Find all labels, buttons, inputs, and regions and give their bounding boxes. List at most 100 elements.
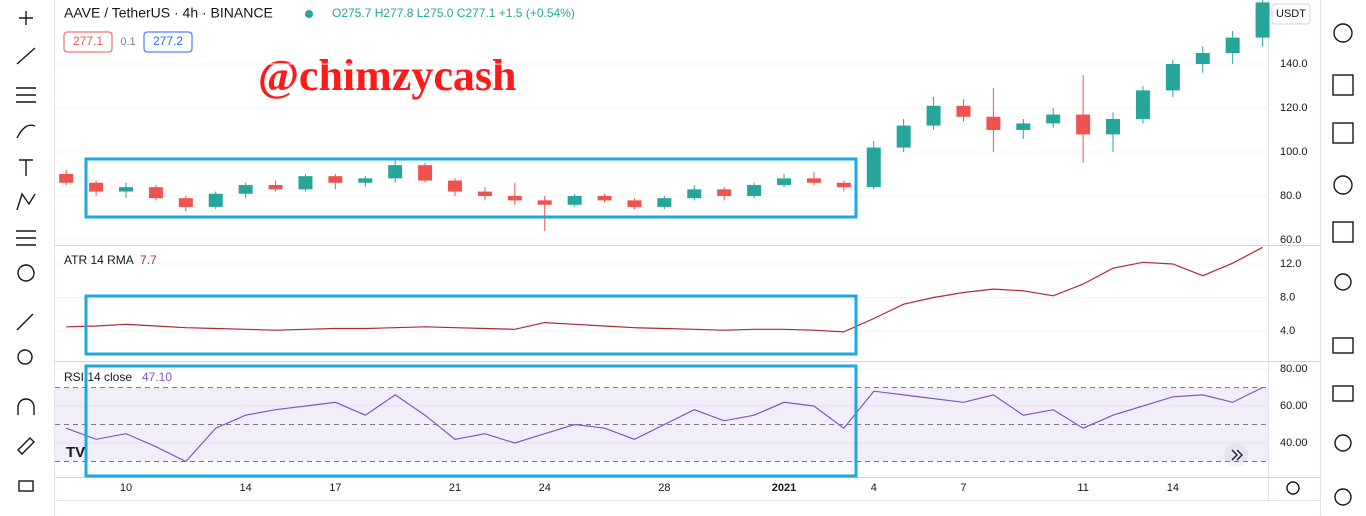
candle-body xyxy=(1225,37,1240,54)
buy-box[interactable] xyxy=(143,31,193,53)
y-tick-label: 140.0 xyxy=(1280,58,1308,70)
candle-body xyxy=(1016,123,1031,130)
watermark: @chimzycash xyxy=(258,51,516,100)
x-tick-label: 2021 xyxy=(772,482,796,494)
lock-draw-tool[interactable] xyxy=(17,437,35,455)
currency: USDT xyxy=(1276,8,1306,20)
y-tick-label: 8.0 xyxy=(1280,291,1295,303)
ruler-tool[interactable] xyxy=(16,313,34,331)
candle-body xyxy=(1076,114,1091,135)
candle-body xyxy=(747,184,762,196)
streams-button[interactable] xyxy=(1334,434,1352,452)
candle-body xyxy=(59,173,74,183)
alerts-button[interactable] xyxy=(1333,23,1353,43)
fib-tool[interactable] xyxy=(16,87,36,103)
x-tick-label: 17 xyxy=(329,482,341,494)
candle-body xyxy=(537,200,552,205)
highlight-box xyxy=(84,157,858,219)
plots: 10 14 17 21 24 28 2021 4 7 11 14 60.0 80.0 100.0 120.0… xyxy=(55,0,1308,494)
pattern-tool[interactable] xyxy=(16,192,36,211)
emoji-tool[interactable] xyxy=(17,264,35,282)
candle-body xyxy=(238,184,253,194)
broadcast-button[interactable] xyxy=(1334,488,1352,506)
symbol: AAVE / TetherUS · 4h · BINANCE xyxy=(64,5,273,21)
highlight-box xyxy=(84,364,858,478)
sell-box[interactable] xyxy=(63,31,113,53)
indicator-name: ATR 14 RMA xyxy=(64,253,134,267)
calendar-button[interactable] xyxy=(1332,221,1354,243)
y-tick-label: 40.00 xyxy=(1280,437,1308,449)
ohlc: O275.7 H277.8 L275.0 C277.1 +1.5 (+0.54%… xyxy=(332,6,575,20)
candle-body xyxy=(119,187,133,192)
y-tick-label: 12.0 xyxy=(1280,258,1301,270)
x-tick-label: 11 xyxy=(1077,482,1088,494)
x-tick-label: 4 xyxy=(871,482,877,494)
candle-body xyxy=(507,195,522,201)
candle-body xyxy=(986,116,1001,130)
x-tick-label: 21 xyxy=(449,482,461,494)
text-tool[interactable] xyxy=(19,159,33,176)
crosshair-tool[interactable] xyxy=(19,11,33,25)
y-tick-label: 60.00 xyxy=(1280,400,1308,412)
indicator-name: RSI 14 close xyxy=(64,370,132,384)
data-window-button[interactable] xyxy=(1332,122,1354,144)
lock-tool[interactable] xyxy=(18,480,34,492)
candle-body xyxy=(657,198,672,207)
candle-body xyxy=(687,189,702,199)
candle-body xyxy=(597,195,612,201)
prediction-tool[interactable] xyxy=(16,230,36,246)
indicator-line xyxy=(66,246,1263,333)
indicator-value: 7.7 xyxy=(140,253,157,267)
x-tick-label: 28 xyxy=(658,482,670,494)
market-status xyxy=(305,10,313,18)
candle-body xyxy=(1255,2,1270,38)
zoom-tool[interactable] xyxy=(17,349,33,365)
candle-body xyxy=(567,195,582,205)
settings-button[interactable] xyxy=(1286,481,1300,495)
chat-button[interactable] xyxy=(1332,337,1354,354)
candle-body xyxy=(448,180,463,192)
candle-body xyxy=(388,165,403,179)
candle-body xyxy=(477,191,492,196)
logo: TV xyxy=(66,444,85,461)
messages-button[interactable] xyxy=(1332,385,1354,402)
y-tick-label: 80.00 xyxy=(1280,363,1308,375)
spread: 0.1 xyxy=(120,36,135,48)
candle-body xyxy=(328,176,343,183)
candle-body xyxy=(148,187,163,199)
candle-body xyxy=(418,165,433,181)
candle-body xyxy=(836,182,851,188)
y-tick-label: 120.0 xyxy=(1280,102,1308,114)
left-tools[interactable] xyxy=(16,11,36,492)
hotlist-button[interactable] xyxy=(1333,175,1353,195)
candle-body xyxy=(298,176,313,190)
currency-box[interactable] xyxy=(1271,3,1311,25)
y-tick-label: 100.0 xyxy=(1280,146,1308,158)
ideas-button[interactable] xyxy=(1334,273,1352,291)
trendline-tool[interactable] xyxy=(16,47,36,65)
indicator-value: 47.10 xyxy=(142,370,172,384)
brush-tool[interactable] xyxy=(16,124,36,139)
candle-body xyxy=(956,105,971,117)
candle-body xyxy=(1135,90,1150,119)
candle-body xyxy=(1106,118,1121,135)
candle-body xyxy=(896,125,911,148)
candle-body xyxy=(926,105,941,126)
x-tick-label: 14 xyxy=(240,482,252,494)
candle-body xyxy=(806,178,821,183)
y-tick-label: 4.0 xyxy=(1280,325,1295,337)
x-tick-label: 7 xyxy=(960,482,966,494)
ask: 277.2 xyxy=(153,34,183,48)
candle-body xyxy=(1165,63,1180,91)
candle-body xyxy=(268,184,283,190)
candle-body xyxy=(777,178,792,185)
candle-body xyxy=(866,147,881,188)
x-tick-label: 24 xyxy=(539,482,551,494)
magnet-tool[interactable] xyxy=(17,398,35,415)
watchlist-button[interactable] xyxy=(1332,74,1354,96)
right-tools[interactable] xyxy=(1332,23,1354,506)
bid: 277.1 xyxy=(73,34,103,48)
